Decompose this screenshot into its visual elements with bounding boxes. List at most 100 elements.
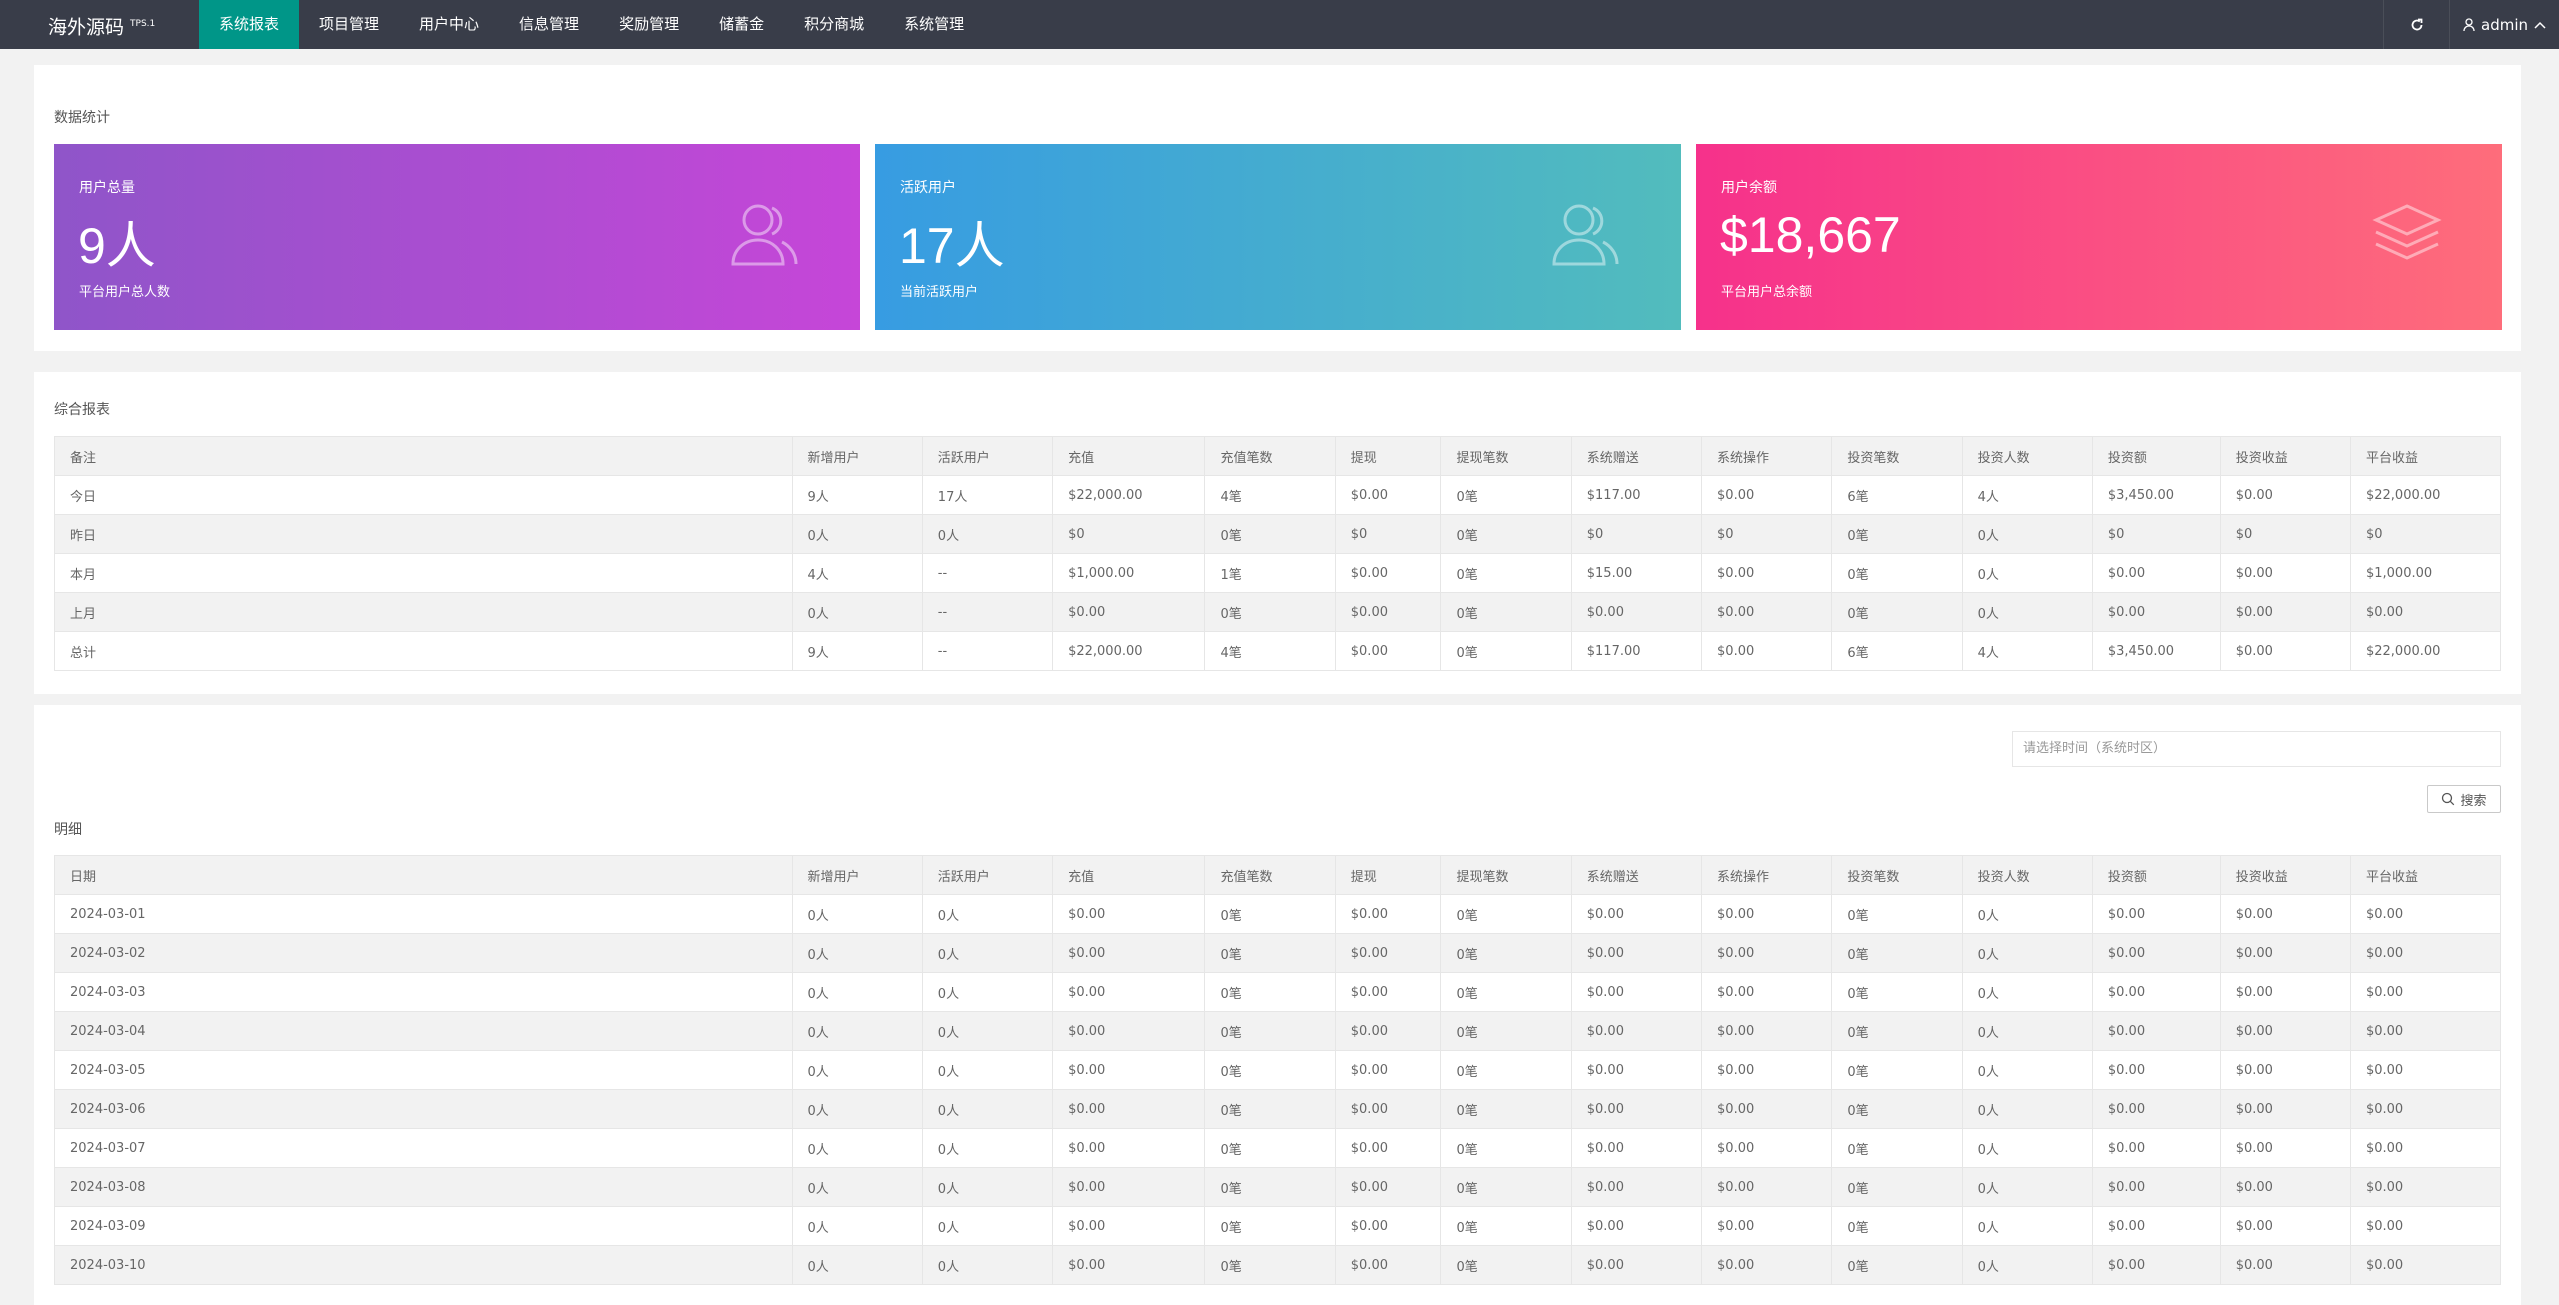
table-cell: $0.00: [1701, 631, 1833, 671]
panel-title: 综合报表: [54, 402, 110, 418]
table-cell: 0笔: [1831, 1245, 1963, 1285]
column-header: 提现笔数: [1440, 855, 1572, 895]
stat-card: 用户余额 $18,667 平台用户总余额: [1696, 144, 2502, 330]
table-cell: 0笔: [1440, 894, 1572, 934]
table-row: 2024-03-10 0人 0人 $0.00 0笔 $0.00 0笔 $0.00 $0.00 0笔…: [54, 1245, 2502, 1285]
menu-item[interactable]: 系统报表: [199, 0, 300, 49]
stat-note: 平台用户总余额: [1721, 285, 1813, 300]
table-cell: 0笔: [1204, 1050, 1336, 1090]
table-cell: $0.00: [1334, 1050, 1442, 1090]
table-cell: $0.00: [1334, 1128, 1442, 1168]
table-cell: 0人: [921, 1167, 1054, 1207]
table-cell: 0笔: [1204, 1206, 1336, 1246]
menu-item[interactable]: 奖励管理: [619, 15, 680, 33]
table-cell: $0.00: [1052, 1167, 1206, 1207]
table-cell: $0.00: [1701, 1011, 1833, 1051]
table-cell: 0人: [1961, 933, 2093, 973]
table-row: 2024-03-06 0人 0人 $0.00 0笔 $0.00 0笔 $0.00 $0.00 0笔…: [54, 1089, 2502, 1129]
table-cell: $0.00: [2349, 894, 2502, 934]
table-cell: 9人: [791, 631, 923, 671]
table-cell: $0.00: [1334, 592, 1442, 632]
menu-item[interactable]: 系统管理: [904, 15, 965, 33]
table-row: 2024-03-01 0人 0人 $0.00 0笔 $0.00 0笔 $0.00 $0.00 0笔…: [54, 894, 2502, 934]
table-cell: 0笔: [1831, 553, 1963, 593]
table-head: 日期 新增用户 活跃用户 充值 充值笔数 提现 提现笔数 系统赠送 系统操作 投资笔数 投资人数 投资…: [54, 855, 2502, 895]
table-cell: 0人: [921, 933, 1054, 973]
table-cell: $0.00: [2091, 1089, 2221, 1129]
table-cell: $0: [2219, 514, 2351, 554]
table-cell: $0.00: [1570, 1167, 1703, 1207]
table-cell: 0笔: [1440, 553, 1572, 593]
menu-item[interactable]: 用户中心: [419, 15, 480, 33]
layers-icon: [2372, 204, 2442, 260]
table-cell: $0.00: [2219, 1128, 2351, 1168]
column-header: 提现笔数: [1440, 436, 1572, 476]
table-row: 昨日 0人 0人 $0 0笔 $0 0笔 $0 $0 0笔 0人 $0 $0 $0: [54, 514, 2502, 554]
table-cell: 0人: [791, 1089, 923, 1129]
table-cell: 昨日: [54, 514, 793, 554]
table-cell: 2024-03-01: [54, 894, 793, 934]
menu-item[interactable]: 储蓄金: [719, 15, 765, 33]
table-cell: $0.00: [1701, 1167, 1833, 1207]
stat-card: 用户总量 9人 平台用户总人数: [54, 144, 860, 330]
stats-panel: 数据统计 用户总量 9人 平台用户总人数 活跃用户 17人 当前活跃用户 用户余额 $18,6…: [34, 65, 2521, 351]
table-cell: 4人: [791, 553, 923, 593]
date-picker[interactable]: 请选择时间（系统时区）: [2012, 731, 2501, 767]
table-cell: $0.00: [2219, 1011, 2351, 1051]
table-cell: $0.00: [1570, 894, 1703, 934]
table-cell: $0.00: [2091, 1011, 2221, 1051]
table-cell: $0.00: [1052, 1089, 1206, 1129]
table-cell: $0.00: [2349, 1167, 2502, 1207]
menu-item[interactable]: 项目管理: [319, 15, 380, 33]
table-cell: $0: [1052, 514, 1206, 554]
table-cell: 0人: [1961, 1167, 2093, 1207]
column-header: 投资笔数: [1831, 855, 1963, 895]
detail-table: 日期 新增用户 活跃用户 充值 充值笔数 提现 提现笔数 系统赠送 系统操作 投资笔数 投资人数 投资…: [54, 855, 2502, 1285]
table-cell: --: [921, 631, 1054, 671]
table-cell: 0笔: [1440, 1011, 1572, 1051]
brand[interactable]: 海外源码 TPS.1: [48, 0, 155, 52]
table-cell: $0.00: [1052, 1050, 1206, 1090]
table-cell: 0人: [921, 1011, 1054, 1051]
table-cell: 2024-03-08: [54, 1167, 793, 1207]
table-row: 2024-03-07 0人 0人 $0.00 0笔 $0.00 0笔 $0.00 $0.00 0笔…: [54, 1128, 2502, 1168]
top-nav: 海外源码 TPS.1 系统报表 项目管理 用户中心 信息管理 奖励管理 储蓄金 积分商城 系统管…: [0, 0, 2559, 49]
panel-title: 明细: [54, 822, 82, 838]
table-cell: $0.00: [1701, 1089, 1833, 1129]
table-cell: 0人: [921, 894, 1054, 934]
table-cell: $0.00: [1570, 1206, 1703, 1246]
table-cell: $0: [1334, 514, 1442, 554]
table-cell: 0人: [1961, 972, 2093, 1012]
table-cell: 2024-03-05: [54, 1050, 793, 1090]
table-cell: $0: [2091, 514, 2221, 554]
user-menu[interactable]: admin: [2449, 0, 2559, 49]
table-cell: 0笔: [1440, 1167, 1572, 1207]
menu-item[interactable]: 信息管理: [519, 15, 580, 33]
table-cell: $0.00: [1334, 1245, 1442, 1285]
table-cell: $0.00: [1701, 1050, 1833, 1090]
search-button[interactable]: 搜索: [2427, 785, 2501, 813]
table-cell: $0.00: [2219, 933, 2351, 973]
column-header: 活跃用户: [921, 855, 1054, 895]
table-cell: 0笔: [1831, 1128, 1963, 1168]
table-cell: $0.00: [2091, 1128, 2221, 1168]
table-cell: $22,000.00: [2349, 631, 2502, 671]
table-cell: $0.00: [2219, 1050, 2351, 1090]
refresh-button[interactable]: [2383, 0, 2449, 49]
table-cell: 0笔: [1204, 1128, 1336, 1168]
column-header: 充值: [1052, 436, 1206, 476]
table-body: 今日 9人 17人 $22,000.00 4笔 $0.00 0笔 $117.00 $0.00 6笔…: [54, 475, 2502, 671]
table-row: 本月 4人 -- $1,000.00 1笔 $0.00 0笔 $15.00 $0.00 0笔 0人 $…: [54, 553, 2502, 593]
stat-label: 活跃用户: [900, 180, 956, 196]
table-cell: 0笔: [1440, 592, 1572, 632]
table-cell: 总计: [54, 631, 793, 671]
table-cell: 0人: [791, 1050, 923, 1090]
table-cell: $117.00: [1570, 631, 1703, 671]
stat-card: 活跃用户 17人 当前活跃用户: [875, 144, 1681, 330]
table-cell: $0.00: [1701, 972, 1833, 1012]
table-cell: 0笔: [1440, 1050, 1572, 1090]
menu-item[interactable]: 积分商城: [804, 15, 865, 33]
table-cell: $15.00: [1570, 553, 1703, 593]
table-cell: $0.00: [2219, 631, 2351, 671]
column-header: 平台收益: [2349, 855, 2502, 895]
